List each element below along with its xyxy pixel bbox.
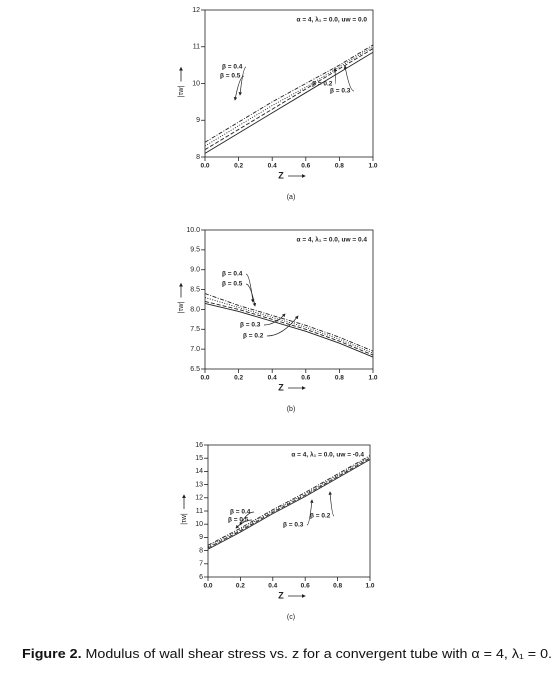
y-axis-label: |τw| bbox=[178, 302, 185, 314]
y-tick-label: 10 bbox=[195, 521, 203, 528]
y-tick-label: 10.0 bbox=[186, 227, 200, 234]
series-line bbox=[207, 457, 371, 549]
series-line bbox=[207, 459, 371, 550]
label-arrow bbox=[233, 75, 245, 101]
series-label: β = 0.2 bbox=[310, 513, 331, 520]
label-arrow bbox=[245, 273, 255, 303]
y-tick-label: 9.5 bbox=[190, 247, 200, 254]
y-tick-label: 10 bbox=[192, 80, 200, 87]
caption-text: Modulus of wall shear stress vs. z for a… bbox=[82, 646, 552, 661]
y-tick-label: 7.0 bbox=[190, 346, 200, 353]
x-tick-label: 0.8 bbox=[335, 163, 344, 170]
y-tick-label: 9 bbox=[199, 534, 203, 541]
y-tick-label: 6 bbox=[199, 574, 203, 581]
y-axis-label: |τw| bbox=[181, 513, 188, 525]
label-arrow bbox=[245, 283, 257, 307]
y-tick-label: 8 bbox=[196, 154, 200, 161]
plot-frame bbox=[204, 9, 374, 158]
series-label: β = 0.4 bbox=[230, 509, 251, 516]
label-arrow bbox=[263, 313, 286, 326]
y-tick-label: 7 bbox=[199, 561, 203, 568]
series-line bbox=[204, 46, 374, 147]
label-arrow bbox=[333, 67, 337, 85]
x-tick-label: 0.4 bbox=[268, 583, 277, 590]
x-tick-label: 1.0 bbox=[368, 163, 377, 170]
x-axis-label: Z bbox=[278, 382, 284, 392]
y-axis-label: |τw| bbox=[178, 86, 185, 98]
label-arrow bbox=[328, 491, 335, 517]
y-tick-label: 9 bbox=[196, 117, 200, 124]
caption-label: Figure 2. bbox=[22, 646, 82, 661]
annotation: α = 4, λ₁ = 0.0, uw = 0.4 bbox=[297, 236, 368, 244]
y-tick-label: 8 bbox=[199, 547, 203, 554]
y-tick-label: 6.5 bbox=[190, 366, 200, 373]
y-tick-label: 8.0 bbox=[190, 306, 200, 313]
series-label: β = 0.3 bbox=[240, 322, 261, 329]
label-arrow bbox=[239, 511, 255, 526]
y-tick-label: 7.5 bbox=[190, 326, 200, 333]
x-tick-label: 0.6 bbox=[301, 163, 310, 170]
annotation: α = 4, λ₁ = 0.0, uw = -0.4 bbox=[291, 451, 364, 459]
series-label: β = 0.5 bbox=[222, 281, 243, 288]
x-tick-label: 0.0 bbox=[200, 163, 209, 170]
x-tick-label: 0.2 bbox=[234, 375, 243, 382]
series-line bbox=[204, 303, 374, 358]
y-tick-label: 11 bbox=[196, 508, 203, 515]
label-arrow bbox=[266, 315, 299, 337]
x-axis-label: Z bbox=[278, 170, 284, 180]
x-axis-label: Z bbox=[278, 590, 284, 600]
x-tick-label: 0.4 bbox=[268, 163, 277, 170]
x-tick-label: 0.6 bbox=[301, 583, 310, 590]
y-tick-label: 12 bbox=[195, 495, 203, 502]
x-tick-label: 1.0 bbox=[365, 583, 374, 590]
series-label: β = 0.4 bbox=[222, 64, 243, 71]
x-tick-label: 1.0 bbox=[368, 375, 377, 382]
y-tick-label: 13 bbox=[195, 481, 203, 488]
label-arrow bbox=[235, 519, 253, 529]
y-tick-label: 11 bbox=[193, 44, 200, 51]
y-tick-label: 15 bbox=[195, 455, 203, 462]
series-line bbox=[204, 301, 374, 356]
series-label: β = 0.2 bbox=[243, 333, 264, 340]
y-tick-label: 16 bbox=[195, 442, 203, 449]
series-line bbox=[204, 293, 374, 352]
y-tick-label: 9.0 bbox=[190, 267, 200, 274]
series-line bbox=[207, 456, 371, 548]
x-tick-label: 0.0 bbox=[200, 375, 209, 382]
x-tick-label: 0.0 bbox=[203, 583, 212, 590]
series-line bbox=[204, 51, 374, 154]
x-tick-label: 0.2 bbox=[236, 583, 245, 590]
panel-label: (a) bbox=[287, 194, 296, 201]
x-tick-label: 0.8 bbox=[333, 583, 342, 590]
x-tick-label: 0.2 bbox=[234, 163, 243, 170]
panel-label: (b) bbox=[287, 406, 296, 413]
series-line bbox=[204, 297, 374, 354]
series-label: β = 0.3 bbox=[283, 522, 304, 529]
label-arrow bbox=[306, 499, 314, 526]
x-tick-label: 0.8 bbox=[335, 375, 344, 382]
series-line bbox=[204, 44, 374, 143]
series-label: β = 0.2 bbox=[312, 81, 333, 88]
label-arrow bbox=[343, 65, 355, 92]
label-arrow bbox=[238, 66, 247, 96]
series-line bbox=[207, 455, 371, 546]
series-label: β = 0.5 bbox=[228, 517, 249, 524]
y-tick-label: 14 bbox=[195, 468, 203, 475]
annotation: α = 4, λ₁ = 0.0, uw = 0.0 bbox=[297, 16, 368, 24]
series-label: β = 0.4 bbox=[222, 271, 243, 278]
series-label: β = 0.3 bbox=[330, 88, 351, 95]
y-tick-label: 12 bbox=[192, 7, 200, 14]
plot-frame bbox=[204, 229, 374, 370]
y-tick-label: 8.5 bbox=[190, 286, 200, 293]
panel-label: (c) bbox=[287, 614, 295, 621]
x-tick-label: 0.6 bbox=[301, 375, 310, 382]
series-label: β = 0.5 bbox=[220, 73, 241, 80]
x-tick-label: 0.4 bbox=[268, 375, 277, 382]
figure-caption: Figure 2. Modulus of wall shear stress v… bbox=[22, 646, 552, 661]
